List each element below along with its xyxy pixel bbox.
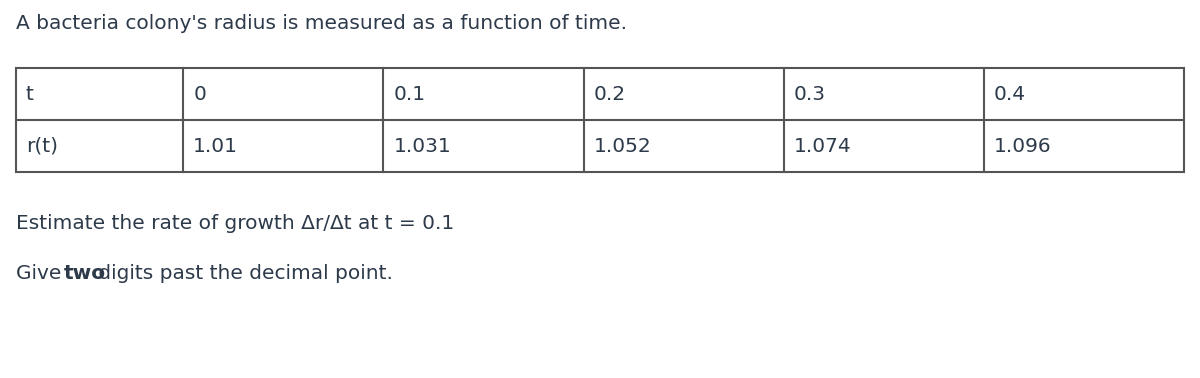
Text: Give: Give xyxy=(16,264,67,283)
Text: digits past the decimal point.: digits past the decimal point. xyxy=(92,264,392,283)
Text: 0.4: 0.4 xyxy=(994,85,1026,104)
Text: 1.096: 1.096 xyxy=(994,136,1051,155)
Text: 0.3: 0.3 xyxy=(793,85,826,104)
Text: 0.1: 0.1 xyxy=(394,85,426,104)
Text: two: two xyxy=(64,264,107,283)
Text: 1.074: 1.074 xyxy=(793,136,852,155)
Text: t: t xyxy=(26,85,34,104)
Text: 1.031: 1.031 xyxy=(394,136,451,155)
Text: 1.01: 1.01 xyxy=(193,136,239,155)
Text: 1.052: 1.052 xyxy=(594,136,652,155)
Text: A bacteria colony's radius is measured as a function of time.: A bacteria colony's radius is measured a… xyxy=(16,14,628,33)
Text: r(t): r(t) xyxy=(26,136,58,155)
Text: 0: 0 xyxy=(193,85,206,104)
Text: 0.2: 0.2 xyxy=(594,85,625,104)
Bar xyxy=(16,68,1184,172)
Text: Estimate the rate of growth Δr/Δt at t = 0.1: Estimate the rate of growth Δr/Δt at t =… xyxy=(16,214,455,233)
